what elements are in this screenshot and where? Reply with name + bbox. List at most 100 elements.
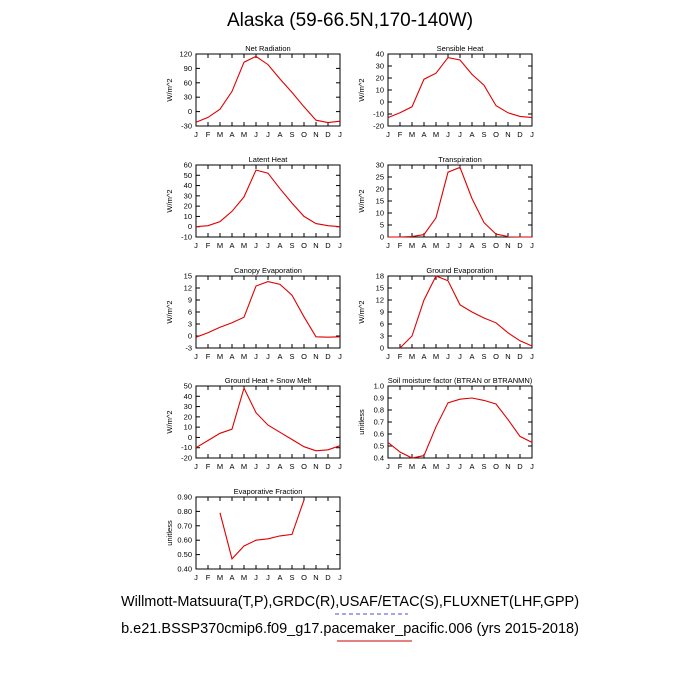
y-tick-label: 40 <box>184 181 192 190</box>
y-tick-label: -30 <box>181 122 192 131</box>
series-line <box>195 281 341 338</box>
x-tick-label: A <box>421 462 426 471</box>
x-tick-label: N <box>313 573 318 582</box>
y-tick-label: 40 <box>184 392 192 401</box>
x-tick-label: D <box>325 352 331 361</box>
x-tick-label: J <box>266 462 270 471</box>
panel-evaporative-fraction: Evaporative Fraction unitless 0.40 0.50 0.60… <box>165 487 342 582</box>
panel-frame <box>195 385 341 459</box>
y-axis-label: W/m^2 <box>357 300 366 323</box>
x-tick-label: N <box>505 130 510 139</box>
x-tick-label: O <box>301 462 307 471</box>
x-tick-label: S <box>481 241 486 250</box>
y-tick-label: 10 <box>184 423 192 432</box>
x-tick-label: J <box>266 130 270 139</box>
x-tick-label: A <box>277 573 282 582</box>
y-tick-label: 12 <box>184 284 192 293</box>
x-tick-label: M <box>217 352 223 361</box>
x-tick-label: A <box>277 130 282 139</box>
x-tick-label: S <box>289 241 294 250</box>
y-tick-label: 0.8 <box>374 406 384 415</box>
x-tick-label: J <box>266 352 270 361</box>
x-tick-label: D <box>325 573 331 582</box>
x-tick-label: M <box>217 462 223 471</box>
y-tick-label: 0 <box>188 222 192 231</box>
x-tick-label: J <box>458 130 462 139</box>
x-tick-label: J <box>386 462 390 471</box>
x-tick-label: O <box>493 352 499 361</box>
panel-title: Evaporative Fraction <box>234 487 303 496</box>
figure-title: Alaska (59-66.5N,170-140W) <box>226 10 474 31</box>
series-line <box>387 397 533 459</box>
x-tick-label: A <box>229 352 234 361</box>
x-tick-label: N <box>505 241 510 250</box>
x-tick-label: F <box>206 130 211 139</box>
x-tick-label: M <box>433 241 439 250</box>
y-tick-label: -20 <box>373 122 384 131</box>
y-tick-label: 30 <box>184 402 192 411</box>
x-tick-label: F <box>206 573 211 582</box>
x-tick-label: S <box>481 352 486 361</box>
y-tick-label: 0.40 <box>177 565 192 574</box>
x-tick-label: J <box>194 241 198 250</box>
y-axis-label: W/m^2 <box>165 78 174 101</box>
panel-title: Ground Evaporation <box>426 266 493 275</box>
x-tick-label: J <box>338 130 342 139</box>
x-tick-label: M <box>241 241 247 250</box>
x-tick-label: N <box>313 130 318 139</box>
x-tick-label: A <box>421 352 426 361</box>
x-tick-label: M <box>409 241 415 250</box>
y-tick-label: -20 <box>181 454 192 463</box>
x-tick-label: D <box>325 462 331 471</box>
x-tick-label: O <box>301 573 307 582</box>
y-tick-label: 15 <box>184 272 192 281</box>
x-tick-label: N <box>313 241 318 250</box>
x-tick-label: J <box>530 130 534 139</box>
x-tick-label: J <box>254 130 258 139</box>
x-tick-label: A <box>277 352 282 361</box>
x-tick-label: O <box>493 462 499 471</box>
y-tick-label: 3 <box>380 332 384 341</box>
y-tick-label: 0 <box>188 107 192 116</box>
y-tick-label: 30 <box>376 161 384 170</box>
y-axis-label: W/m^2 <box>357 78 366 101</box>
panel-frame <box>387 164 533 238</box>
x-tick-label: A <box>229 130 234 139</box>
x-tick-label: A <box>469 352 474 361</box>
y-axis-label: unitless <box>165 520 174 546</box>
series-line <box>387 56 533 119</box>
y-tick-label: 1.0 <box>374 382 384 391</box>
y-tick-label: -3 <box>185 344 192 353</box>
x-tick-label: M <box>241 462 247 471</box>
series-line <box>195 55 341 124</box>
y-axis-label: W/m^2 <box>165 189 174 212</box>
x-tick-label: J <box>254 462 258 471</box>
x-tick-label: J <box>530 352 534 361</box>
panel-title: Canopy Evaporation <box>234 266 302 275</box>
x-tick-label: F <box>398 130 403 139</box>
x-tick-label: M <box>409 352 415 361</box>
x-tick-label: D <box>325 130 331 139</box>
y-tick-label: 15 <box>376 197 384 206</box>
x-tick-label: M <box>433 130 439 139</box>
x-tick-label: J <box>386 130 390 139</box>
x-tick-label: N <box>313 462 318 471</box>
x-tick-label: F <box>398 352 403 361</box>
y-tick-label: 0.90 <box>177 493 192 502</box>
y-tick-label: 10 <box>184 212 192 221</box>
y-tick-label: 50 <box>184 171 192 180</box>
y-axis-label: W/m^2 <box>357 189 366 212</box>
x-tick-label: A <box>277 462 282 471</box>
series-line <box>388 166 532 238</box>
x-tick-label: M <box>433 462 439 471</box>
y-tick-label: 60 <box>184 161 192 170</box>
x-tick-label: J <box>338 573 342 582</box>
x-tick-label: J <box>266 241 270 250</box>
panel-title: Ground Heat + Snow Melt <box>225 376 312 385</box>
x-tick-label: D <box>517 462 523 471</box>
